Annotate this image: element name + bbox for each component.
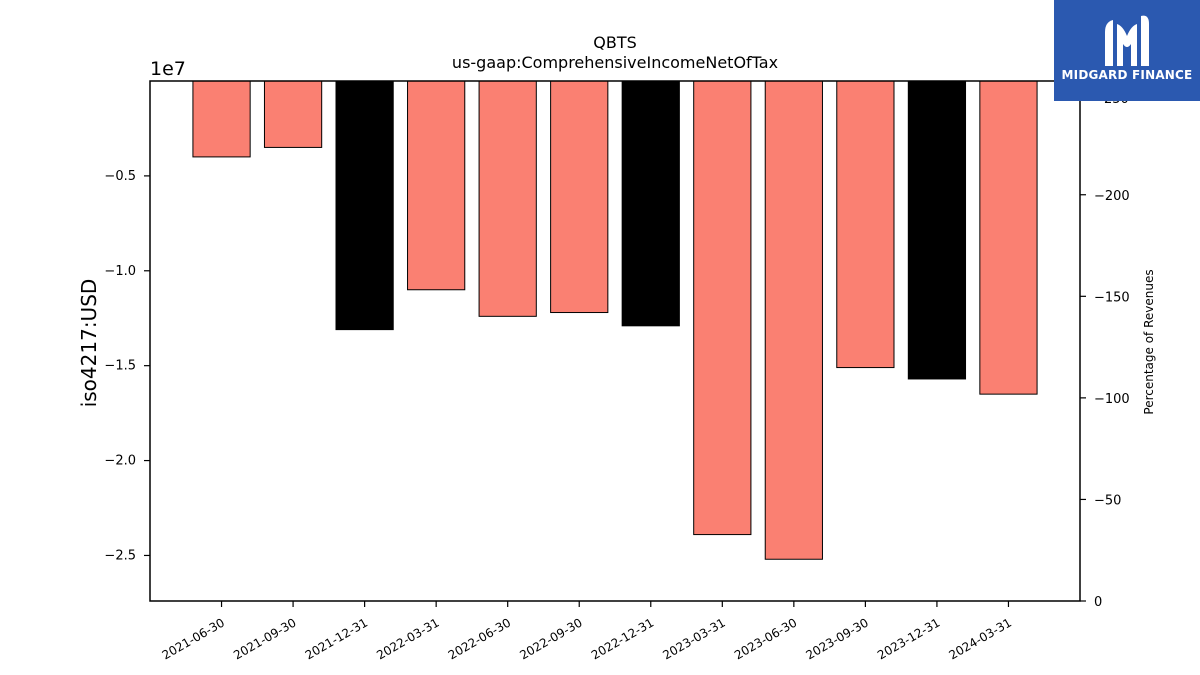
x-tick-label: 2022-06-30 [446,615,513,662]
x-tick-label: 2022-03-31 [374,615,441,662]
bar-2022-12-31 [621,80,680,327]
y-axis-label: iso4217:USD [77,279,101,408]
x-tick-label: 2023-12-31 [875,615,942,662]
y2-tick-label: 0 [1094,595,1102,610]
bar-2021-06-30 [192,80,251,158]
y2-tick-label: −150 [1094,290,1130,305]
y2-ticks-group: −200−150−100−500250 [1080,92,1130,610]
bar-2021-09-30 [263,80,323,148]
y-tick-label: −1.0 [104,264,136,279]
y-axis-offset-label: 1e7 [150,58,186,80]
y-tick-label: −2.0 [104,454,136,469]
bar-2023-06-30 [764,80,823,560]
y-tick-label: −2.5 [104,548,136,563]
y-ticks-group: −0.5 −1.0 −1.5 −2.0 −2.5 [104,169,150,563]
chart-subtitle: us-gaap:ComprehensiveIncomeNetOfTax [452,53,778,72]
bar-2022-06-30 [478,80,537,317]
bar-2022-03-31 [407,80,466,291]
y2-tick-label: −50 [1094,493,1121,508]
bar-2024-03-31 [979,80,1038,395]
x-tick-label: 2021-09-30 [231,615,298,662]
bar-2022-09-30 [550,80,609,314]
bar-2023-12-31 [907,80,967,380]
x-tick-label: 2021-06-30 [160,615,227,662]
x-tick-label: 2022-12-31 [589,615,656,662]
x-tick-label: 2024-03-31 [947,615,1014,662]
logo-text: MIDGARD FINANCE [1061,68,1193,82]
plot-frame [149,80,1081,602]
y2-tick-label: −100 [1094,392,1130,407]
x-tick-label: 2023-06-30 [732,615,799,662]
y2-tick-label: −200 [1094,189,1130,204]
x-tick-label: 2023-03-31 [660,615,727,662]
x-tick-label: 2023-09-30 [803,615,870,662]
x-tick-label: 2022-09-30 [517,615,584,662]
chart-title: QBTS [593,33,637,52]
y2-axis-label: Percentage of Revenues [1142,269,1156,414]
x-tick-label: 2021-12-31 [303,615,370,662]
bars-group [192,80,1038,560]
y-tick-label: −1.5 [104,359,136,374]
bar-2023-03-31 [693,80,752,536]
midgard-logo-icon [1105,15,1149,67]
y-tick-label: −0.5 [104,169,136,184]
bar-2023-09-30 [836,80,895,369]
midgard-finance-logo: MIDGARD FINANCE [1054,0,1200,101]
bar-2021-12-31 [335,80,394,331]
x-ticks-group: 2021-06-30 2021-09-30 2021-12-31 2022-03-31… [160,601,1014,662]
